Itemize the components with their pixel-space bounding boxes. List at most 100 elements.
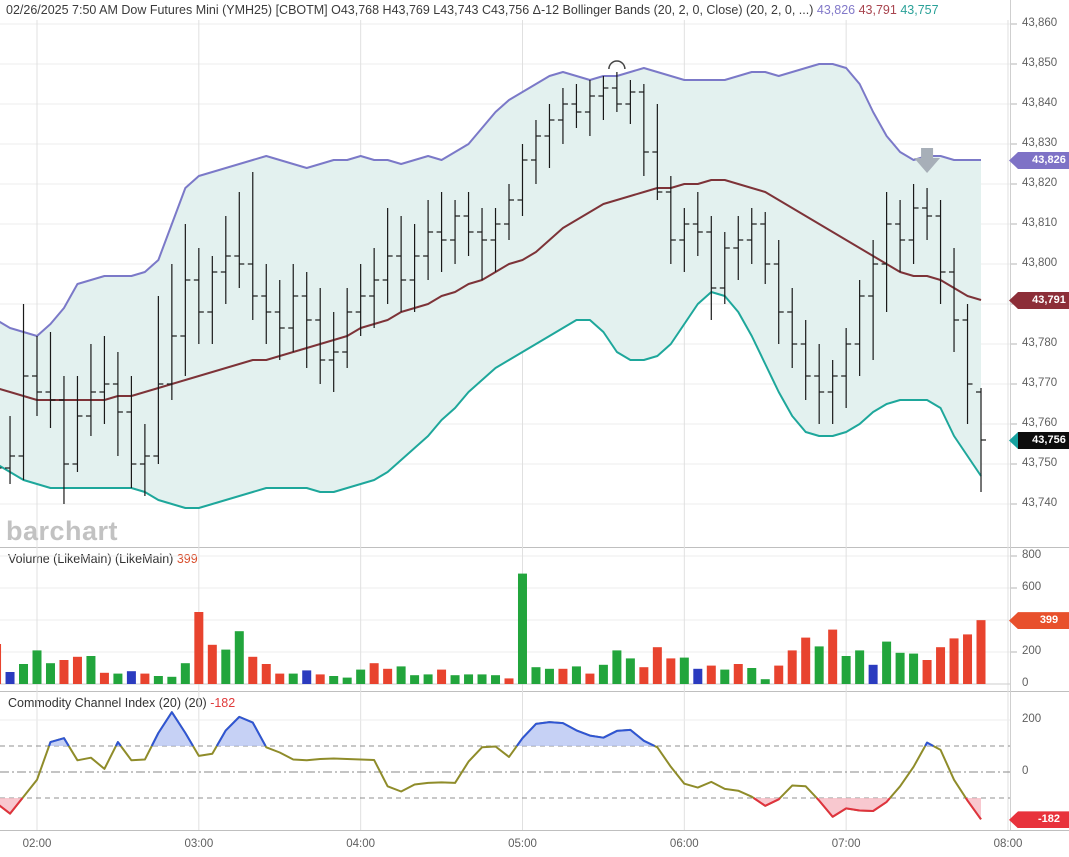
volume-bar[interactable]	[288, 673, 298, 684]
volume-bar[interactable]	[760, 679, 770, 684]
ohlc-bar[interactable]	[800, 320, 811, 400]
ohlc-bar[interactable]	[247, 172, 258, 320]
volume-bar[interactable]	[153, 676, 163, 684]
ohlc-bar[interactable]	[584, 80, 595, 136]
ohlc-bar[interactable]	[652, 104, 663, 200]
volume-bar[interactable]	[747, 668, 757, 684]
volume-bar[interactable]	[841, 656, 851, 684]
volume-bar[interactable]	[167, 676, 177, 684]
ohlc-bar[interactable]	[315, 288, 326, 384]
ohlc-bar[interactable]	[18, 304, 29, 480]
bollinger-upper-line[interactable]	[0, 63, 982, 337]
volume-bar[interactable]	[585, 673, 595, 684]
cci-pane-label[interactable]: Commodity Channel Index (20) (20) -182	[8, 696, 235, 710]
ohlc-bar[interactable]	[854, 280, 865, 376]
ohlc-bar[interactable]	[85, 344, 96, 436]
ohlc-bar[interactable]	[342, 288, 353, 368]
volume-bar[interactable]	[221, 649, 231, 684]
ohlc-bar[interactable]	[126, 376, 137, 488]
ohlc-bar[interactable]	[139, 424, 150, 496]
volume-bar[interactable]	[828, 629, 838, 684]
volume-bar[interactable]	[437, 669, 447, 684]
volume-bar[interactable]	[922, 660, 932, 684]
volume-bar[interactable]	[19, 664, 29, 684]
ohlc-bar[interactable]	[423, 200, 434, 280]
volume-bar[interactable]	[329, 676, 339, 684]
ohlc-bar[interactable]	[234, 192, 245, 288]
volume-bar[interactable]	[342, 677, 352, 684]
ohlc-bar[interactable]	[153, 296, 164, 464]
volume-bar[interactable]	[679, 657, 689, 684]
volume-bar[interactable]	[936, 647, 946, 684]
ohlc-bar[interactable]	[355, 264, 366, 336]
ohlc-bar[interactable]	[180, 224, 191, 376]
ohlc-bar[interactable]	[598, 76, 609, 120]
volume-bar[interactable]	[45, 663, 55, 684]
ohlc-bar[interactable]	[112, 352, 123, 456]
volume-bar[interactable]	[86, 656, 96, 684]
arc-annotation[interactable]	[608, 60, 626, 70]
volume-bar[interactable]	[949, 638, 959, 684]
ohlc-bar[interactable]	[665, 176, 676, 264]
volume-bar[interactable]	[571, 666, 581, 684]
volume-bar[interactable]	[234, 631, 244, 684]
volume-bar[interactable]	[5, 672, 15, 684]
bollinger-lower-line[interactable]	[0, 291, 982, 509]
volume-bar[interactable]	[639, 667, 649, 684]
ohlc-bar[interactable]	[369, 248, 380, 328]
volume-bar[interactable]	[652, 647, 662, 684]
pane-separator-2[interactable]	[0, 691, 1069, 692]
volume-bar[interactable]	[855, 650, 865, 684]
volume-bar[interactable]	[207, 644, 217, 684]
ohlc-bar[interactable]	[220, 216, 231, 304]
ohlc-bar[interactable]	[32, 336, 42, 416]
ohlc-bar[interactable]	[99, 336, 110, 424]
volume-bar[interactable]	[882, 641, 892, 684]
main-price-pane[interactable]	[0, 20, 1069, 547]
bollinger-middle-line[interactable]	[0, 179, 982, 401]
ohlc-bar[interactable]	[760, 212, 771, 284]
ohlc-bar[interactable]	[773, 240, 784, 344]
volume-pane[interactable]	[0, 547, 1069, 691]
volume-bar[interactable]	[72, 656, 82, 684]
volume-bar[interactable]	[464, 674, 474, 684]
volume-bar[interactable]	[261, 664, 271, 684]
volume-bar[interactable]	[315, 674, 325, 684]
volume-bar[interactable]	[868, 664, 878, 684]
ohlc-bar[interactable]	[0, 432, 2, 488]
ohlc-bar[interactable]	[571, 84, 582, 128]
ohlc-bar[interactable]	[72, 376, 83, 472]
volume-bar[interactable]	[666, 658, 676, 684]
volume-bar[interactable]	[612, 650, 622, 684]
volume-bar[interactable]	[275, 673, 285, 684]
ohlc-bar[interactable]	[166, 264, 177, 400]
ohlc-bar[interactable]	[517, 144, 528, 216]
down-arrow-annotation[interactable]	[914, 148, 941, 173]
ohlc-bar[interactable]	[530, 120, 541, 184]
ohlc-bar[interactable]	[787, 288, 798, 368]
ohlc-bar[interactable]	[827, 360, 838, 424]
ohlc-bar[interactable]	[679, 208, 690, 272]
volume-bar[interactable]	[976, 620, 986, 684]
volume-bar[interactable]	[706, 665, 716, 684]
volume-bar[interactable]	[909, 653, 919, 684]
volume-bar[interactable]	[410, 675, 420, 684]
volume-bar[interactable]	[194, 612, 204, 684]
ohlc-bar[interactable]	[746, 208, 757, 264]
ohlc-bar[interactable]	[544, 104, 555, 168]
volume-bar[interactable]	[720, 669, 730, 684]
volume-bar[interactable]	[113, 673, 123, 684]
ohlc-bar[interactable]	[638, 84, 649, 176]
volume-bar[interactable]	[302, 670, 312, 684]
ohlc-bar[interactable]	[922, 188, 933, 240]
ohlc-bar[interactable]	[625, 80, 636, 124]
ohlc-bar[interactable]	[274, 280, 285, 360]
volume-bar[interactable]	[491, 675, 501, 684]
ohlc-bar[interactable]	[301, 272, 312, 368]
volume-bar[interactable]	[544, 668, 554, 684]
ohlc-bar[interactable]	[814, 344, 825, 424]
volume-bar[interactable]	[180, 663, 190, 684]
cci-pane[interactable]	[0, 691, 1069, 830]
ohlc-bar[interactable]	[949, 248, 960, 352]
volume-bar[interactable]	[693, 668, 703, 684]
